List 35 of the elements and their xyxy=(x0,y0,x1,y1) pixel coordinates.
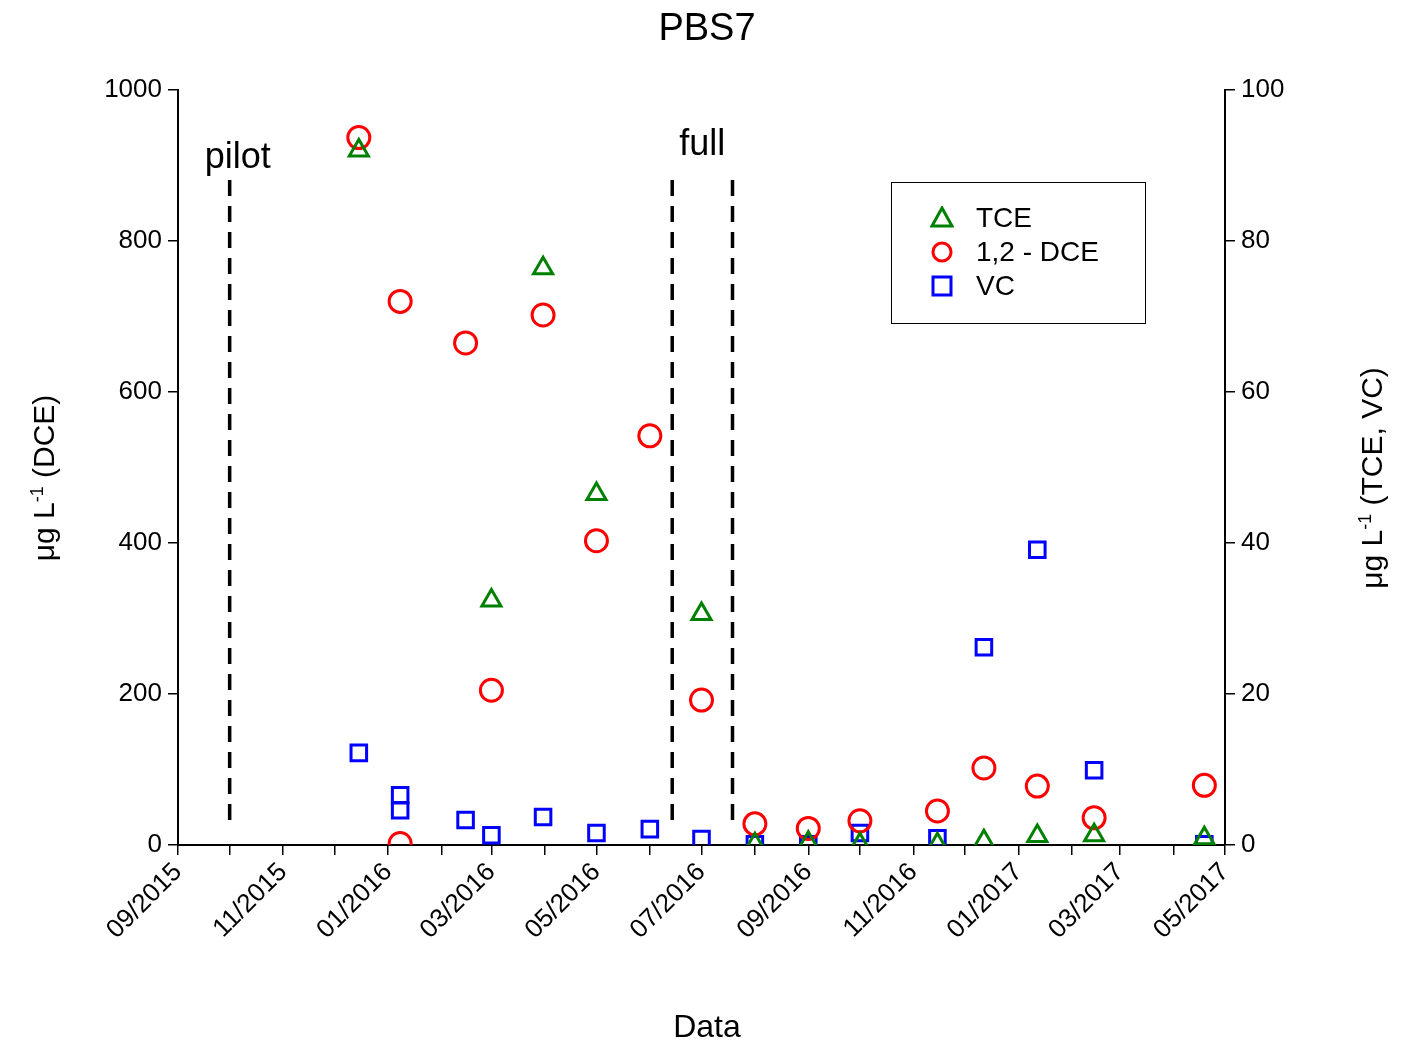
point xyxy=(1024,773,1050,799)
y-tick-label: 600 xyxy=(118,375,162,406)
chart-title: PBS7 xyxy=(657,6,757,49)
annotation: full xyxy=(679,122,726,164)
point xyxy=(387,288,413,314)
y2-tick-label: 40 xyxy=(1241,526,1270,557)
legend-label: 1,2 - DCE xyxy=(976,236,1099,268)
y2-tick-label: 60 xyxy=(1241,375,1270,406)
point xyxy=(971,755,997,781)
point xyxy=(346,125,372,151)
point xyxy=(795,815,821,841)
legend-label: TCE xyxy=(976,202,1032,234)
y2-tick-label: 80 xyxy=(1241,224,1270,255)
x-axis-title: Data xyxy=(672,1008,742,1045)
y2-tick-label: 100 xyxy=(1241,73,1285,104)
y-tick-label: 0 xyxy=(147,828,162,859)
point xyxy=(583,528,609,554)
y-tick-label: 1000 xyxy=(104,73,162,104)
point xyxy=(924,798,950,824)
point xyxy=(1191,772,1217,798)
y-tick-label: 400 xyxy=(118,526,162,557)
point xyxy=(453,330,479,356)
y-tick-label: 800 xyxy=(118,224,162,255)
y-tick-label: 200 xyxy=(118,677,162,708)
point xyxy=(742,811,768,837)
y2-tick-label: 0 xyxy=(1241,828,1256,859)
point xyxy=(1081,805,1107,831)
point xyxy=(847,808,873,834)
y2-tick-label: 20 xyxy=(1241,677,1270,708)
point xyxy=(478,677,504,703)
point xyxy=(637,423,663,449)
legend-label: VC xyxy=(976,270,1015,302)
ref-line-label: pilot xyxy=(204,135,271,176)
point xyxy=(530,302,556,328)
point xyxy=(689,687,714,713)
